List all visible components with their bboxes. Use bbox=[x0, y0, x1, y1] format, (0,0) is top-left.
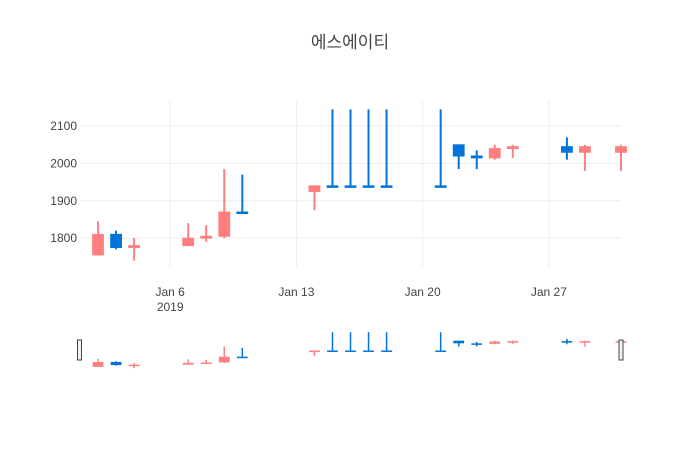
candle[interactable] bbox=[182, 223, 195, 247]
x-tick-label: Jan 27 bbox=[531, 285, 567, 299]
slider-candle-body bbox=[435, 350, 447, 352]
candle[interactable] bbox=[579, 144, 591, 171]
candle-body bbox=[615, 146, 627, 153]
slider-candle bbox=[489, 340, 501, 345]
slider-candle bbox=[561, 338, 573, 345]
candle[interactable] bbox=[200, 225, 213, 242]
y-tick-label: 2000 bbox=[50, 156, 77, 170]
x-tick-sublabel: 2019 bbox=[157, 300, 184, 314]
x-tick-label: Jan 6 bbox=[155, 285, 185, 299]
slider-candle-body bbox=[489, 341, 501, 344]
slider-candle-body bbox=[92, 362, 104, 367]
candle[interactable] bbox=[236, 174, 249, 214]
y-tick-label: 2100 bbox=[50, 119, 77, 133]
candle[interactable] bbox=[560, 137, 573, 160]
slider-candle bbox=[92, 358, 104, 367]
y-axis: 1800 1900 2000 2100 bbox=[50, 119, 77, 245]
candle[interactable] bbox=[110, 230, 122, 250]
slider-candle-body bbox=[471, 343, 483, 345]
slider-candle-body bbox=[200, 362, 212, 364]
slider-candle-body bbox=[381, 350, 392, 352]
candles[interactable] bbox=[92, 109, 627, 261]
candle-body bbox=[326, 185, 339, 188]
slider-candle bbox=[453, 340, 465, 347]
candle[interactable] bbox=[434, 109, 447, 188]
slider-candle bbox=[327, 332, 338, 352]
candle-body bbox=[560, 146, 573, 153]
candle[interactable] bbox=[380, 109, 393, 188]
slider-candle-body bbox=[110, 362, 122, 366]
candle[interactable] bbox=[506, 144, 519, 158]
candle[interactable] bbox=[92, 221, 104, 256]
candle-body bbox=[362, 185, 375, 188]
slider-candle bbox=[345, 332, 356, 352]
range-slider-left-handle[interactable] bbox=[77, 339, 82, 361]
range-slider[interactable] bbox=[77, 330, 627, 370]
slider-candle bbox=[218, 346, 230, 363]
y-tick-label: 1900 bbox=[50, 194, 77, 208]
candle-body bbox=[110, 233, 122, 248]
slider-candle bbox=[471, 342, 483, 347]
candle[interactable] bbox=[362, 109, 375, 188]
slider-candle-body bbox=[561, 341, 573, 343]
candle[interactable] bbox=[218, 169, 231, 239]
slider-candle bbox=[182, 359, 194, 365]
candle-body bbox=[308, 185, 321, 192]
candle-body bbox=[470, 155, 483, 159]
slider-candle-body bbox=[579, 341, 591, 343]
candle-body bbox=[92, 233, 104, 256]
slider-candle bbox=[236, 347, 248, 359]
candle-body bbox=[488, 148, 501, 159]
candle-body bbox=[236, 211, 249, 214]
candle-body bbox=[452, 144, 465, 157]
candle[interactable] bbox=[326, 109, 339, 188]
x-tick-label: Jan 20 bbox=[405, 285, 441, 299]
candle[interactable] bbox=[128, 238, 141, 261]
slider-candle bbox=[579, 340, 591, 347]
slider-candle-body bbox=[309, 350, 320, 352]
candle-body bbox=[200, 235, 213, 239]
slider-candle bbox=[363, 332, 374, 352]
candle[interactable] bbox=[488, 144, 501, 160]
x-tick-label: Jan 13 bbox=[278, 285, 314, 299]
y-tick-label: 1800 bbox=[50, 231, 77, 245]
candle-body bbox=[380, 185, 393, 188]
candle-body bbox=[506, 146, 519, 150]
candle[interactable] bbox=[615, 144, 627, 171]
slider-candle-body bbox=[363, 350, 374, 352]
candle[interactable] bbox=[344, 109, 357, 188]
candle[interactable] bbox=[452, 144, 465, 170]
slider-candle-body bbox=[128, 364, 140, 367]
slider-candle-body bbox=[327, 350, 338, 352]
slider-candle bbox=[507, 340, 519, 344]
candle[interactable] bbox=[308, 185, 321, 211]
range-slider-right-handle[interactable] bbox=[618, 339, 624, 361]
candle-body bbox=[182, 237, 195, 247]
candle-body bbox=[434, 185, 447, 188]
candle[interactable] bbox=[470, 150, 483, 170]
range-slider-candles bbox=[92, 332, 627, 369]
slider-candle-body bbox=[218, 356, 230, 363]
chart-title: 에스에이티 bbox=[311, 33, 389, 53]
slider-candle-body bbox=[453, 340, 465, 344]
candle-body bbox=[128, 245, 141, 248]
slider-candle bbox=[381, 332, 392, 352]
slider-candle-body bbox=[182, 362, 194, 365]
candle-body bbox=[344, 185, 357, 188]
candle-body bbox=[218, 211, 231, 237]
slider-candle bbox=[309, 350, 320, 357]
candle-body bbox=[579, 146, 591, 153]
slider-candle-body bbox=[236, 356, 248, 359]
slider-candle-body bbox=[345, 350, 356, 352]
slider-candle bbox=[128, 362, 140, 369]
slider-candle bbox=[200, 359, 212, 364]
slider-candle bbox=[435, 332, 447, 352]
slider-candle-body bbox=[507, 341, 519, 343]
slider-candle bbox=[110, 361, 122, 366]
